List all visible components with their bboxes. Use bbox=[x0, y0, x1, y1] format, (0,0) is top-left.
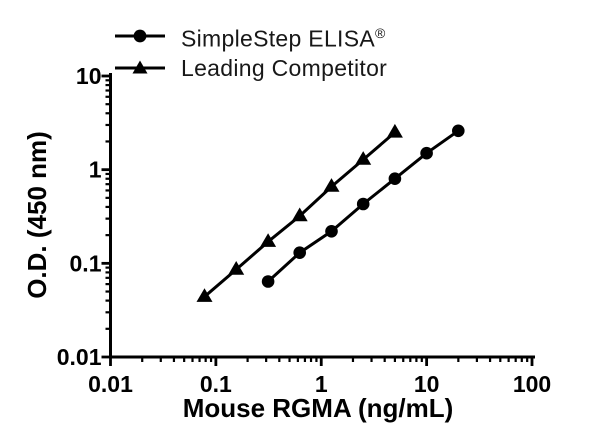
data-point-circle bbox=[261, 275, 275, 288]
data-point-circle bbox=[356, 197, 370, 211]
legend-item-simplestep-elisa: SimpleStep ELISA® bbox=[114, 25, 387, 52]
x-axis-tick-labels: 0.01 0.1 1 10 100 bbox=[88, 371, 551, 397]
data-point-triangle bbox=[386, 123, 403, 138]
chart-legend: SimpleStep ELISA® Leading Competitor bbox=[114, 25, 388, 81]
data-point-triangle bbox=[196, 288, 213, 302]
legend-item-leading-competitor: Leading Competitor bbox=[114, 55, 388, 81]
x-tick-label: 0.1 bbox=[200, 371, 232, 397]
x-tick-label: 10 bbox=[414, 371, 440, 397]
x-tick-label: 0.01 bbox=[88, 371, 133, 397]
axes bbox=[109, 73, 535, 359]
x-axis-title: Mouse RGMA (ng/mL) bbox=[183, 393, 454, 423]
x-tick-label: 100 bbox=[513, 371, 551, 397]
plot-content: 0.01 0.1 1 10 100 0.01 0.1 1 10 bbox=[57, 63, 551, 397]
y-axis-title: O.D. (450 nm) bbox=[22, 131, 52, 299]
data-point-triangle bbox=[323, 178, 340, 192]
y-tick-label: 0.1 bbox=[70, 250, 102, 276]
series-simplestep-elisa bbox=[261, 124, 465, 288]
y-axis-tick-labels: 0.01 0.1 1 10 bbox=[57, 63, 102, 370]
y-tick-label: 1 bbox=[89, 157, 102, 183]
data-point-circle bbox=[293, 246, 307, 259]
data-point-triangle bbox=[355, 151, 372, 165]
data-point-triangle bbox=[228, 261, 245, 275]
y-tick-label: 10 bbox=[76, 63, 102, 89]
series-leading-competitor bbox=[196, 123, 403, 302]
data-point-circle bbox=[420, 146, 433, 160]
y-axis-ticks bbox=[101, 74, 111, 359]
x-axis-ticks bbox=[109, 357, 534, 366]
circle-series-marker-icon bbox=[115, 29, 165, 43]
data-point-circle bbox=[452, 124, 465, 138]
data-point-triangle bbox=[260, 233, 277, 247]
legend-label-competitor: Leading Competitor bbox=[181, 55, 388, 81]
registered-trademark-symbol: ® bbox=[375, 25, 386, 42]
data-point-circle bbox=[388, 172, 402, 185]
data-point-triangle bbox=[291, 207, 308, 222]
y-tick-label: 0.01 bbox=[57, 344, 102, 370]
triangle-series-marker-icon bbox=[115, 60, 165, 74]
x-tick-label: 1 bbox=[315, 371, 328, 397]
legend-label-simplestep: SimpleStep ELISA® bbox=[181, 25, 386, 52]
data-point-circle bbox=[325, 225, 338, 238]
